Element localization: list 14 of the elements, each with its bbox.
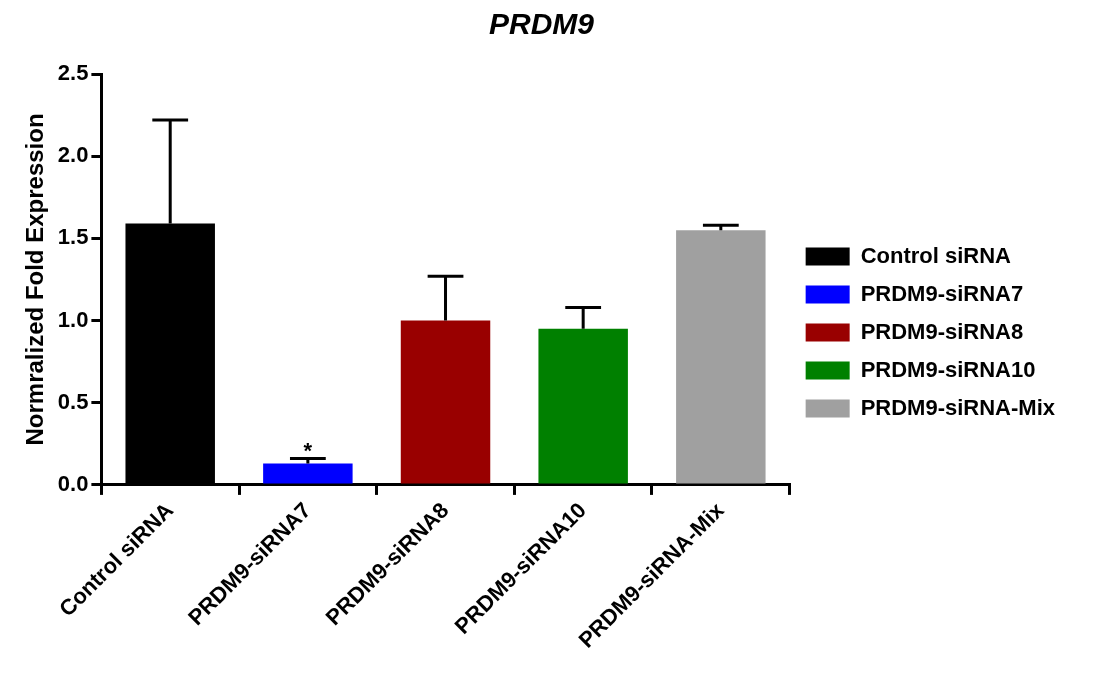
y-tick-label: 0.0 — [57, 470, 89, 496]
y-axis-title: Normralized Fold Expression — [21, 113, 49, 446]
annotation: * — [303, 437, 313, 463]
y-tick-label: 0.5 — [57, 388, 89, 414]
y-tick-label: 2.0 — [57, 142, 89, 168]
legend-label: PRDM9-siRNA7 — [860, 280, 1024, 306]
y-tick-label: 1.0 — [57, 306, 89, 332]
legend-label: PRDM9-siRNA10 — [860, 356, 1036, 382]
legend-label: Control siRNA — [860, 242, 1012, 268]
y-tick-label: 2.5 — [57, 60, 89, 86]
legend-label: PRDM9-siRNA-Mix — [860, 394, 1056, 420]
legend-label: PRDM9-siRNA8 — [860, 318, 1024, 344]
chart-title: PRDM9 — [488, 7, 595, 41]
y-tick-label: 1.5 — [57, 224, 89, 250]
